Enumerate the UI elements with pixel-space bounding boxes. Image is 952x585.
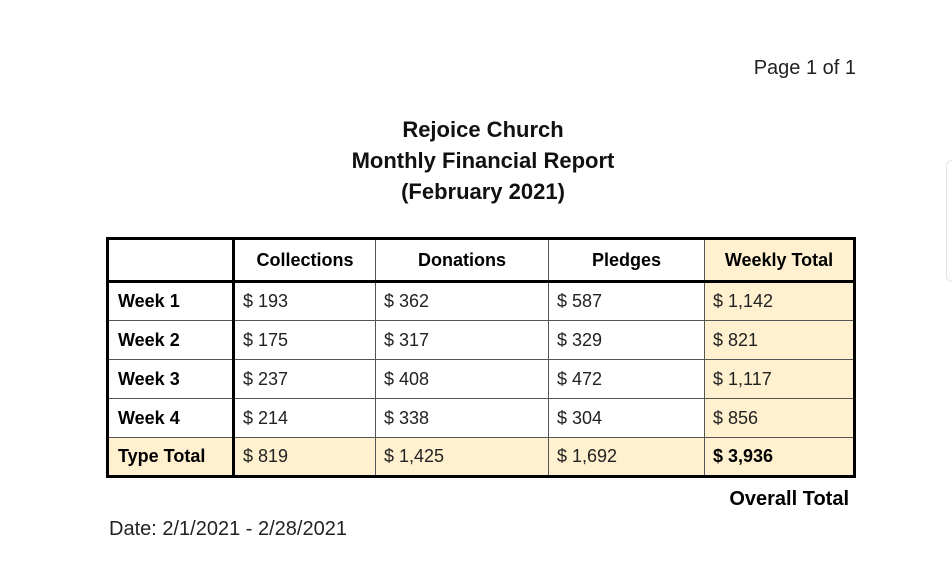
cell-pledges: $ 329 [548,320,705,360]
total-row-label: Type Total [107,437,235,477]
cell-pledges: $ 587 [548,281,705,321]
row-label: Week 1 [107,281,235,321]
header-collections: Collections [233,238,376,283]
cell-weekly-total: $ 821 [704,320,855,360]
report-title: Rejoice Church Monthly Financial Report … [0,114,952,207]
overall-total-label: Overall Total [729,488,849,510]
cell-collections: $ 193 [233,281,376,321]
table-row: Week 1 $ 193 $ 362 $ 587 $ 1,142 [107,281,855,321]
table-row: Week 4 $ 214 $ 338 $ 304 $ 856 [107,398,855,438]
cell-pledges: $ 472 [548,359,705,399]
cell-pledges: $ 304 [548,398,705,438]
header-pledges: Pledges [548,238,705,283]
total-collections: $ 819 [233,437,376,477]
cell-weekly-total: $ 1,142 [704,281,855,321]
cell-donations: $ 362 [375,281,549,321]
financial-table: Collections Donations Pledges Weekly Tot… [106,237,856,478]
table-header-row: Collections Donations Pledges Weekly Tot… [107,238,855,283]
header-donations: Donations [375,238,549,283]
cell-donations: $ 317 [375,320,549,360]
cell-collections: $ 214 [233,398,376,438]
side-panel-tab[interactable] [946,160,952,282]
cell-weekly-total: $ 1,117 [704,359,855,399]
total-pledges: $ 1,692 [548,437,705,477]
header-weekly-total: Weekly Total [704,238,855,283]
table-row: Week 2 $ 175 $ 317 $ 329 $ 821 [107,320,855,360]
cell-donations: $ 338 [375,398,549,438]
date-range: Date: 2/1/2021 - 2/28/2021 [109,518,347,540]
page-number: Page 1 of 1 [753,57,856,79]
organization-name: Rejoice Church [402,117,564,142]
total-donations: $ 1,425 [375,437,549,477]
report-period: (February 2021) [401,179,565,204]
cell-collections: $ 237 [233,359,376,399]
table-row: Week 3 $ 237 $ 408 $ 472 $ 1,117 [107,359,855,399]
cell-weekly-total: $ 856 [704,398,855,438]
grand-total: $ 3,936 [704,437,855,477]
report-name: Monthly Financial Report [351,148,615,173]
total-row: Type Total $ 819 $ 1,425 $ 1,692 $ 3,936 [107,437,855,477]
cell-collections: $ 175 [233,320,376,360]
row-label: Week 2 [107,320,235,360]
cell-donations: $ 408 [375,359,549,399]
row-label: Week 3 [107,359,235,399]
row-label: Week 4 [107,398,235,438]
header-corner [107,238,235,283]
